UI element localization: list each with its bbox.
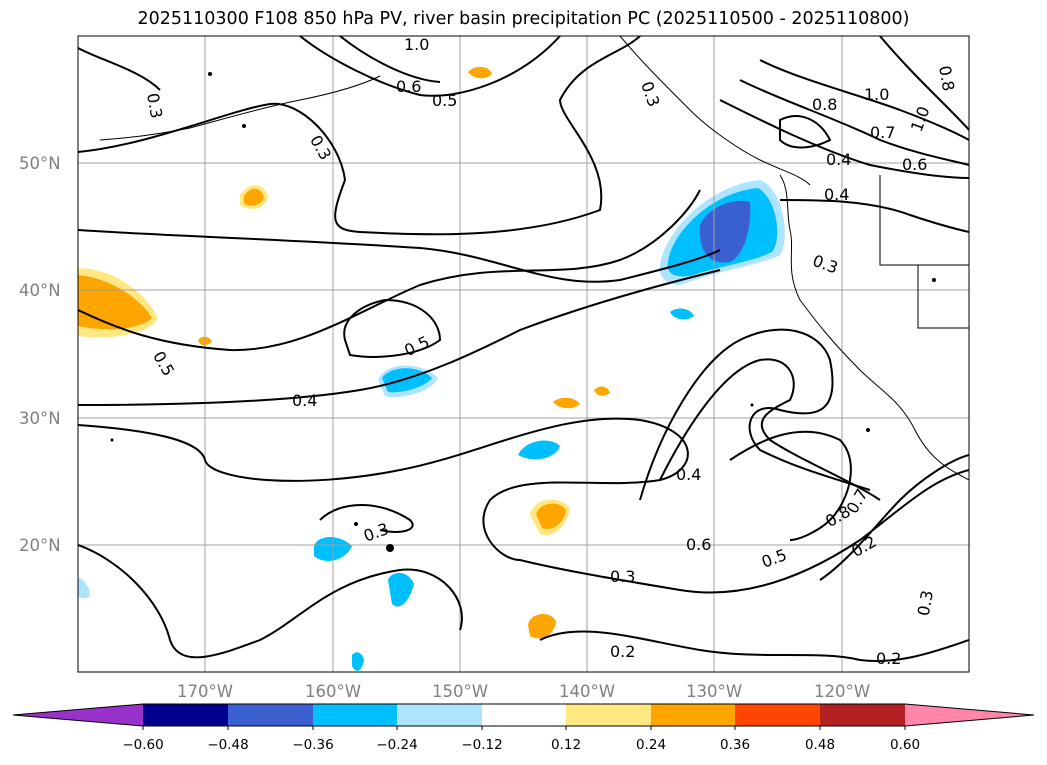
shade-positive-small-3-core: [536, 503, 566, 530]
graticule: [78, 36, 969, 672]
islands: [110, 72, 936, 552]
precipitation-shading: [78, 66, 785, 671]
contour-label: 0.7: [870, 123, 895, 142]
shade-positive-small-1-core: [244, 188, 264, 206]
colorbar-tick-label: 0.24: [636, 737, 666, 753]
lat-label: 30°N: [19, 409, 61, 428]
contour-label: 0.3: [914, 589, 937, 617]
map-frame: [77, 35, 970, 673]
shade-positive-west-core: [78, 275, 152, 330]
colorbar-tick-label: −0.36: [292, 737, 333, 753]
colorbar-segment: [397, 704, 482, 726]
colorbar-tick-label: 0.60: [890, 737, 920, 753]
shade-positive-small-2: [468, 66, 492, 79]
contour-label: 0.4: [676, 465, 701, 484]
pv-contours: [78, 36, 969, 662]
lon-label: 130°W: [686, 682, 742, 701]
contour-label: 1.0: [404, 35, 429, 54]
lon-label: 150°W: [432, 682, 488, 701]
shade-positive-small-6: [594, 386, 610, 396]
contour-label: 0.6: [396, 77, 421, 96]
contour-label: 0.4: [826, 150, 851, 169]
contour-label: 0.4: [292, 391, 317, 410]
colorbar-tick-label: 0.36: [720, 737, 750, 753]
colorbar-segment: [143, 704, 228, 726]
colorbar-segment: [228, 704, 313, 726]
lat-label: 20°N: [19, 536, 61, 555]
contour-label: 1.0: [864, 85, 889, 104]
colorbar-segment: [735, 704, 820, 726]
contour-label: 0.3: [610, 567, 635, 586]
coastline: [99, 36, 969, 481]
colorbar-tick-label: −0.12: [461, 737, 502, 753]
colorbar-extend-min: [13, 704, 143, 726]
colorbar-tick-label: −0.60: [122, 737, 163, 753]
map-background: [78, 36, 969, 672]
lon-label: 160°W: [305, 682, 361, 701]
lon-label: 120°W: [814, 682, 870, 701]
contour-label: 0.6: [686, 535, 711, 554]
colorbar-tick-label: 0.48: [805, 737, 835, 753]
shade-positive-small-5: [553, 397, 580, 409]
lat-label: 50°N: [19, 154, 61, 173]
shade-negative-small-3: [388, 572, 414, 607]
map-content: [78, 36, 969, 672]
colorbar-tick-label: −0.24: [376, 737, 417, 753]
shade-negative-large-core: [699, 200, 751, 263]
contour-label: 0.2: [876, 649, 901, 668]
contour-label: 0.2: [610, 642, 635, 661]
colorbar: −0.60 −0.48 −0.36 −0.24 −0.12 0.12 0.24 …: [12, 703, 1035, 753]
latitude-labels: 50°N 40°N 30°N 20°N: [19, 154, 61, 555]
contour-label: 0.8: [812, 95, 837, 114]
shade-positive-small-4: [528, 614, 556, 639]
lon-label: 140°W: [559, 682, 615, 701]
contour-label: 0.8: [935, 64, 958, 92]
shade-negative-small-1: [518, 440, 560, 460]
longitude-labels: 170°W 160°W 150°W 140°W 130°W 120°W: [177, 682, 870, 701]
contour-label: 0.5: [432, 91, 457, 110]
colorbar-tick-label: 0.12: [551, 737, 581, 753]
colorbar-segment: [313, 704, 397, 726]
colorbar-segment: [566, 704, 651, 726]
lat-label: 40°N: [19, 281, 61, 300]
lon-label: 170°W: [177, 682, 233, 701]
shade-negative-small-6: [352, 652, 364, 671]
colorbar-extend-max: [905, 704, 1034, 726]
map-title: 2025110300 F108 850 hPa PV, river basin …: [137, 9, 910, 29]
colorbar-segment: [820, 704, 905, 726]
colorbar-segment: [651, 704, 735, 726]
colorbar-tick-label: −0.48: [207, 737, 248, 753]
contour-label: 0.3: [143, 91, 166, 119]
colorbar-segment: [482, 704, 566, 726]
contour-label: 0.6: [902, 155, 927, 174]
contour-label: 0.4: [824, 185, 849, 204]
shade-negative-small-5: [670, 308, 694, 320]
shade-negative-small-4: [78, 578, 90, 599]
